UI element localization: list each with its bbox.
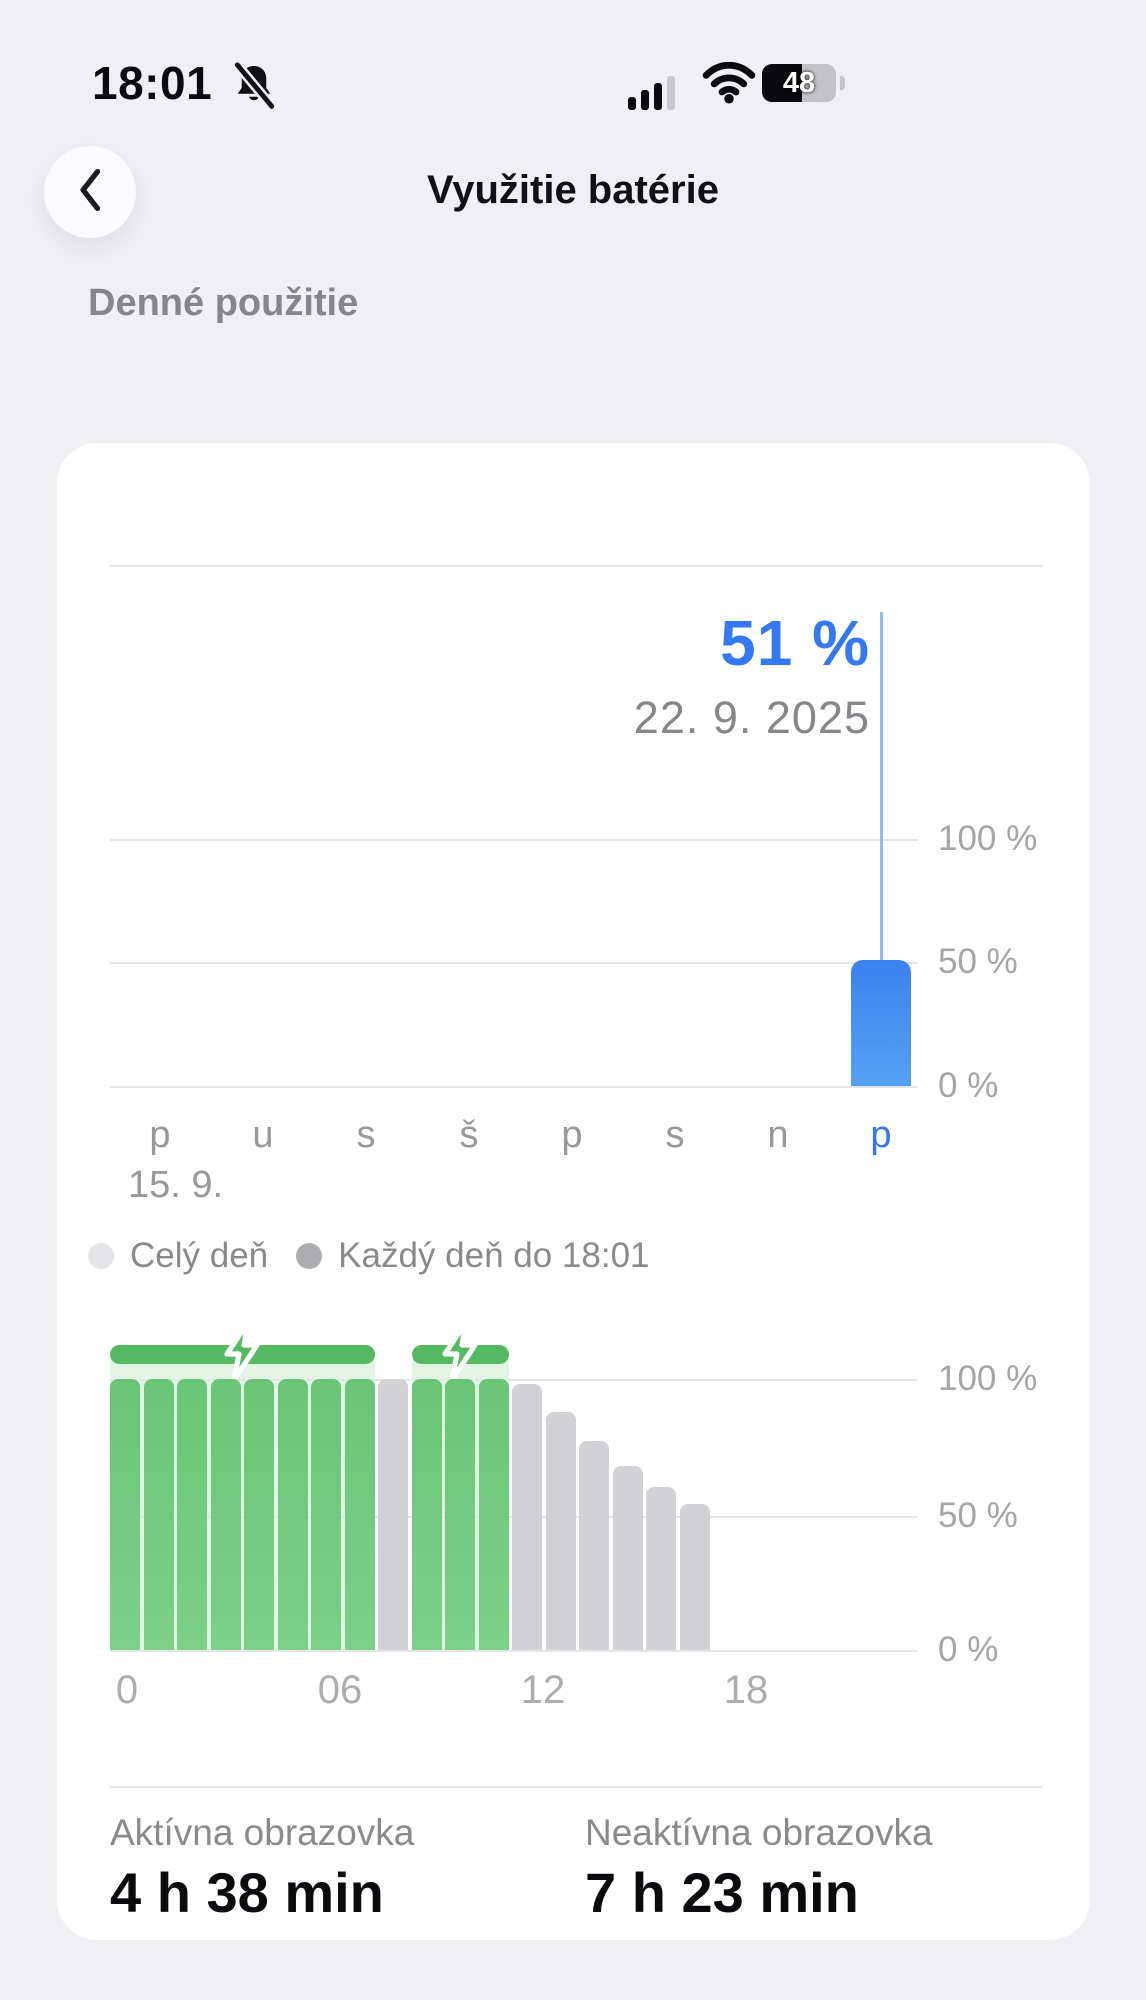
battery-bar-hour-5 — [277, 1379, 308, 1650]
cellular-signal-icon — [628, 70, 675, 110]
gridline-100 — [110, 839, 918, 841]
day-label-2[interactable]: s — [356, 1114, 376, 1156]
chart-frame-line — [110, 565, 1043, 567]
x-axis-label-06: 06 — [317, 1668, 363, 1712]
day-label-6[interactable]: n — [767, 1114, 789, 1156]
bell-slash-icon — [228, 59, 280, 117]
y-axis-label: 100 % — [938, 1359, 1038, 1398]
battery-bar-hour-7 — [344, 1379, 375, 1650]
battery-bar-hour-12 — [512, 1384, 542, 1650]
x-axis-label-12: 12 — [520, 1668, 566, 1712]
battery-bar-hour-14 — [579, 1441, 609, 1650]
inactive-screen-value: 7 h 23 min — [585, 1861, 859, 1924]
day-label-3[interactable]: š — [459, 1114, 479, 1156]
battery-fill — [762, 64, 802, 102]
charging-bolt-icon — [219, 1319, 265, 1384]
battery-bar-hour-8 — [378, 1379, 408, 1650]
gridline-0 — [110, 1650, 918, 1652]
active-screen-label: Aktívna obrazovka — [110, 1812, 415, 1853]
gridline-100 — [110, 1379, 918, 1381]
day-label-4[interactable]: p — [561, 1114, 583, 1156]
active-screen-value: 4 h 38 min — [110, 1861, 384, 1924]
daily-usage-card — [57, 443, 1090, 1940]
battery-percent-label: 48 — [782, 66, 816, 99]
day-label-7[interactable]: p — [870, 1114, 892, 1156]
day-label-1[interactable]: u — [252, 1114, 274, 1156]
y-axis-label: 100 % — [938, 819, 1038, 858]
battery-bar-hour-13 — [545, 1411, 576, 1650]
gridline-50 — [110, 962, 918, 964]
battery-bar-hour-4 — [244, 1379, 274, 1650]
battery-bar-hour-0 — [110, 1379, 140, 1650]
battery-bar-hour-16 — [646, 1487, 676, 1650]
chart-legend: Celý deň Každý deň do 18:01 — [88, 1236, 650, 1276]
inactive-screen-label: Neaktívna obrazovka — [585, 1812, 933, 1853]
selected-day-line — [880, 612, 883, 961]
legend-item-whole-day: Celý deň — [88, 1236, 268, 1276]
legend-label-until-now: Každý deň do 18:01 — [338, 1236, 650, 1275]
battery-bar-hour-3 — [210, 1379, 241, 1650]
section-title: Denné použitie — [88, 282, 359, 324]
stats-divider — [110, 1786, 1042, 1788]
battery-nub — [840, 76, 845, 90]
y-axis-label: 0 % — [938, 1630, 999, 1669]
battery-bar-hour-6 — [311, 1379, 341, 1650]
y-axis-label: 50 % — [938, 1496, 1018, 1535]
x-axis-label-18: 18 — [723, 1668, 769, 1712]
battery-bar-hour-10 — [445, 1379, 475, 1650]
battery-icon: 48 — [762, 64, 836, 102]
legend-item-until-now: Každý deň do 18:01 — [296, 1236, 650, 1276]
usage-bar-day-7[interactable] — [851, 960, 911, 1086]
legend-dot-until-now — [296, 1243, 323, 1269]
legend-dot-whole-day — [88, 1243, 114, 1269]
day-label-5[interactable]: s — [665, 1114, 685, 1156]
battery-bar-hour-11 — [478, 1379, 509, 1650]
battery-bar-hour-17 — [679, 1503, 710, 1650]
week-start-date-label: 15. 9. — [128, 1164, 224, 1206]
y-axis-label: 50 % — [938, 942, 1018, 981]
page-title: Využitie batérie — [427, 168, 719, 212]
legend-label-whole-day: Celý deň — [130, 1236, 269, 1275]
battery-bar-hour-2 — [177, 1379, 207, 1650]
selected-day-date: 22. 9. 2025 — [633, 692, 870, 743]
x-axis-label-0: 0 — [115, 1668, 139, 1712]
charging-bolt-icon — [437, 1319, 483, 1384]
battery-bar-hour-1 — [143, 1379, 174, 1650]
selected-day-percent: 51 % — [720, 607, 870, 679]
wifi-icon — [702, 61, 756, 109]
chevron-left-icon — [75, 167, 105, 218]
day-label-0[interactable]: p — [149, 1114, 171, 1156]
battery-bar-hour-15 — [612, 1465, 643, 1650]
back-button[interactable] — [44, 146, 136, 238]
y-axis-label: 0 % — [938, 1066, 999, 1105]
gridline-0 — [110, 1086, 918, 1088]
battery-bar-hour-9 — [411, 1379, 442, 1650]
status-bar-time: 18:01 — [92, 57, 213, 109]
